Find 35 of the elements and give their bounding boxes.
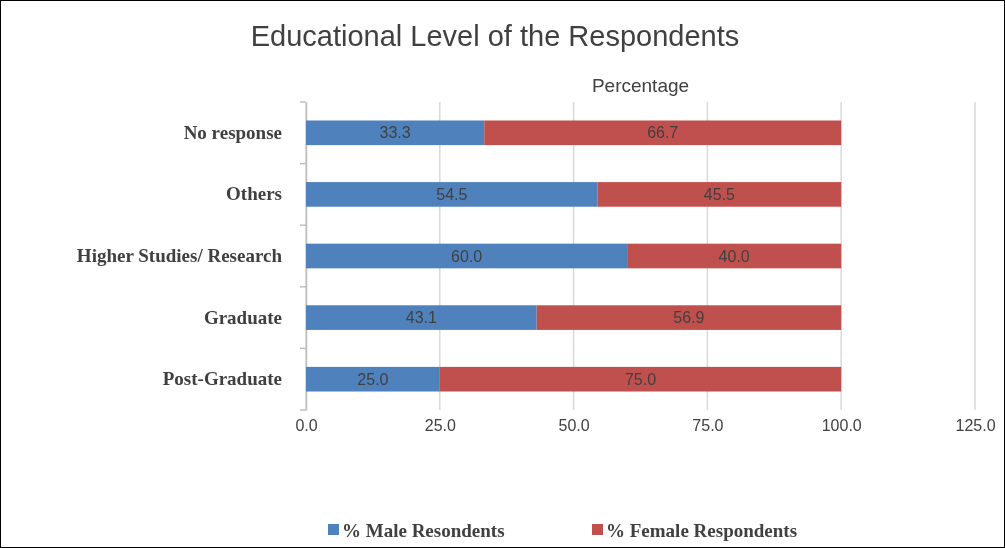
y-tick-label: Higher Studies/ Research: [76, 245, 283, 267]
data-label: 40.0: [718, 247, 750, 265]
chart-title: Educational Level of the Respondents: [250, 20, 740, 52]
x-tick-label: 125.0: [955, 417, 996, 435]
data-label: 43.1: [405, 309, 438, 327]
x-tick-label: 100.0: [821, 417, 862, 435]
data-label: 54.5: [436, 186, 468, 203]
bar: [306, 182, 598, 207]
y-tick-label: Graduate: [203, 306, 282, 328]
x-tick-label: 50.0: [558, 417, 590, 435]
bar: [306, 366, 440, 392]
data-label: 45.5: [703, 186, 736, 203]
x-tick-label: 75.0: [692, 417, 724, 435]
bar: [536, 305, 842, 330]
bar: [627, 243, 842, 269]
x-tick-label: 25.0: [424, 417, 456, 435]
data-label: 60.0: [450, 247, 483, 265]
data-label: 25.0: [357, 370, 389, 388]
y-tick-label: No response: [183, 121, 282, 143]
x-axis-title: Percentage: [591, 75, 690, 96]
bar: [306, 305, 537, 330]
bar: [484, 120, 842, 146]
data-label: 56.9: [673, 309, 705, 327]
y-tick-label: Post-Graduate: [162, 368, 282, 390]
data-label: 33.3: [379, 124, 411, 142]
bar: [306, 120, 485, 146]
legend-label: % Male Resondents: [342, 519, 505, 541]
data-label: 75.0: [624, 370, 657, 388]
bar: [597, 182, 842, 207]
x-tick-label: 0.0: [295, 417, 318, 435]
legend-label: % Female Respondents: [606, 519, 798, 541]
y-tick-label: Others: [226, 183, 282, 205]
bar: [306, 243, 628, 269]
bar: [439, 366, 842, 392]
data-label: 66.7: [647, 124, 679, 142]
